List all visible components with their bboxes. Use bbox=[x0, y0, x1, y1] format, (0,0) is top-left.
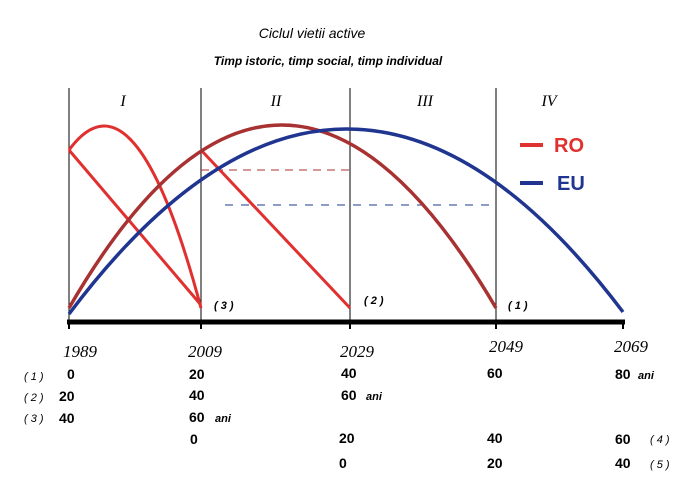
cohort-5-value-2029: 0 bbox=[339, 455, 347, 471]
cohort-3-value-1989: 40 bbox=[59, 410, 75, 426]
cohort-2-unit: ani bbox=[366, 391, 383, 403]
year-label-2049: 2049 bbox=[489, 337, 524, 356]
cohort-4-value-2049: 40 bbox=[487, 430, 503, 446]
period-label-2: II bbox=[270, 93, 282, 110]
cohort-1-value-2029: 40 bbox=[341, 365, 357, 381]
cohort-1-value-2009: 20 bbox=[189, 366, 205, 382]
cohort-1-value-2069: 80 bbox=[615, 366, 631, 382]
ro-curve-cohort-2 bbox=[67, 149, 203, 306]
cohort-3-value-2009: 60 bbox=[189, 409, 205, 425]
legend-label-eu: EU bbox=[557, 173, 585, 195]
year-label-1989: 1989 bbox=[63, 342, 98, 361]
diagram-subtitle: Timp istoric, timp social, timp individu… bbox=[214, 54, 443, 68]
cohort-1-label: ( 1 ) bbox=[24, 371, 44, 383]
cohort-1-unit: ani bbox=[638, 370, 655, 382]
curve-marker-2: ( 2 ) bbox=[364, 295, 384, 307]
period-label-1: I bbox=[119, 93, 126, 110]
cohort-1-value-1989: 0 bbox=[67, 366, 75, 382]
year-label-2029: 2029 bbox=[340, 342, 375, 361]
ro-curve-cohort-3 bbox=[67, 124, 203, 309]
cohort-5-value-2049: 20 bbox=[487, 455, 503, 471]
legend-label-ro: RO bbox=[554, 135, 584, 157]
cohort-3-unit: ani bbox=[215, 413, 232, 425]
cohort-2-label: ( 2 ) bbox=[24, 392, 44, 404]
ro-dark-curve-cohort-1 bbox=[67, 123, 498, 309]
cohort-2-value-2009: 40 bbox=[189, 387, 205, 403]
cohort-2-value-1989: 20 bbox=[59, 388, 75, 404]
cohort-4-value-2029: 20 bbox=[339, 430, 355, 446]
curve-marker-1: ( 1 ) bbox=[508, 300, 528, 312]
cohort-2-value-2029: 60 bbox=[341, 387, 357, 403]
cohort-3-label: ( 3 ) bbox=[24, 413, 44, 425]
cohort-4-value-2009: 0 bbox=[190, 431, 198, 447]
cohort-5-label: ( 5 ) bbox=[650, 459, 670, 471]
year-label-2009: 2009 bbox=[188, 342, 223, 361]
curve-marker-3: ( 3 ) bbox=[214, 300, 234, 312]
cohort-4-value-2069: 60 bbox=[615, 431, 631, 447]
period-label-3: III bbox=[416, 93, 434, 110]
period-label-4: IV bbox=[540, 93, 558, 110]
cohort-1-value-2049: 60 bbox=[487, 365, 503, 381]
cohort-5-value-2069: 40 bbox=[615, 455, 631, 471]
ro-line-cohort-2-decline bbox=[199, 148, 352, 310]
cohort-4-label: ( 4 ) bbox=[650, 434, 670, 446]
eu-curve bbox=[67, 127, 625, 316]
year-label-2069: 2069 bbox=[614, 337, 649, 356]
diagram-title: Ciclul vietii active bbox=[259, 25, 366, 41]
